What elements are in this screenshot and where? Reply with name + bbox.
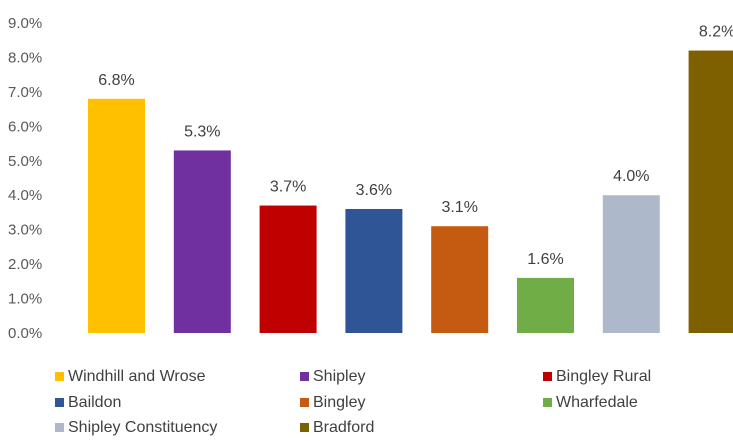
- data-label: 5.3%: [184, 123, 220, 140]
- data-label: 3.6%: [356, 182, 392, 199]
- legend-label: Bingley: [313, 394, 365, 411]
- legend-swatch: [55, 423, 64, 432]
- y-tick-label: 5.0%: [8, 153, 42, 170]
- bar: [688, 50, 733, 334]
- bars: [88, 50, 733, 334]
- legend-swatch: [55, 398, 64, 407]
- y-tick-label: 9.0%: [8, 15, 42, 32]
- legend-label: Bingley Rural: [556, 368, 651, 385]
- legend-swatch: [55, 372, 64, 381]
- bar: [602, 195, 660, 333]
- legend-swatch: [543, 372, 552, 381]
- bar: [259, 205, 317, 333]
- y-axis: 0.0% 1.0% 2.0% 3.0% 4.0% 5.0% 6.0% 7.0% 8.0% 9.0%: [8, 15, 42, 342]
- legend-swatch: [300, 398, 309, 407]
- y-tick-label: 3.0%: [8, 222, 42, 239]
- legend-label: Wharfedale: [556, 394, 638, 411]
- data-labels: 6.8% 5.3% 3.7% 3.6% 3.1% 1.6% 4.0% 8.2%: [98, 24, 733, 268]
- bar: [517, 277, 574, 333]
- y-tick-label: 0.0%: [8, 325, 42, 342]
- data-label: 1.6%: [527, 251, 563, 268]
- legend-label: Shipley Constituency: [68, 419, 217, 436]
- data-label: 4.0%: [613, 168, 649, 185]
- legend-label: Windhill and Wrose: [68, 368, 206, 385]
- bar: [173, 150, 231, 333]
- legend-label: Bradford: [313, 419, 374, 436]
- y-tick-label: 7.0%: [8, 84, 42, 101]
- bar: [88, 98, 145, 334]
- legend-swatch: [300, 372, 309, 381]
- bar: [431, 226, 489, 333]
- legend-swatch: [300, 423, 309, 432]
- legend-label: Shipley: [313, 368, 365, 385]
- legend: Windhill and Wrose Shipley Bingley Rural Ba…: [55, 368, 651, 436]
- legend-label: Baildon: [68, 394, 121, 411]
- y-tick-label: 1.0%: [8, 291, 42, 308]
- y-tick-label: 2.0%: [8, 256, 42, 273]
- data-label: 3.7%: [270, 179, 306, 196]
- y-tick-label: 4.0%: [8, 187, 42, 204]
- data-label: 3.1%: [441, 199, 477, 216]
- data-label: 8.2%: [699, 24, 733, 41]
- y-tick-label: 8.0%: [8, 49, 42, 66]
- data-label: 6.8%: [98, 72, 134, 89]
- legend-swatch: [543, 398, 552, 407]
- bar: [345, 209, 403, 333]
- y-tick-label: 6.0%: [8, 118, 42, 135]
